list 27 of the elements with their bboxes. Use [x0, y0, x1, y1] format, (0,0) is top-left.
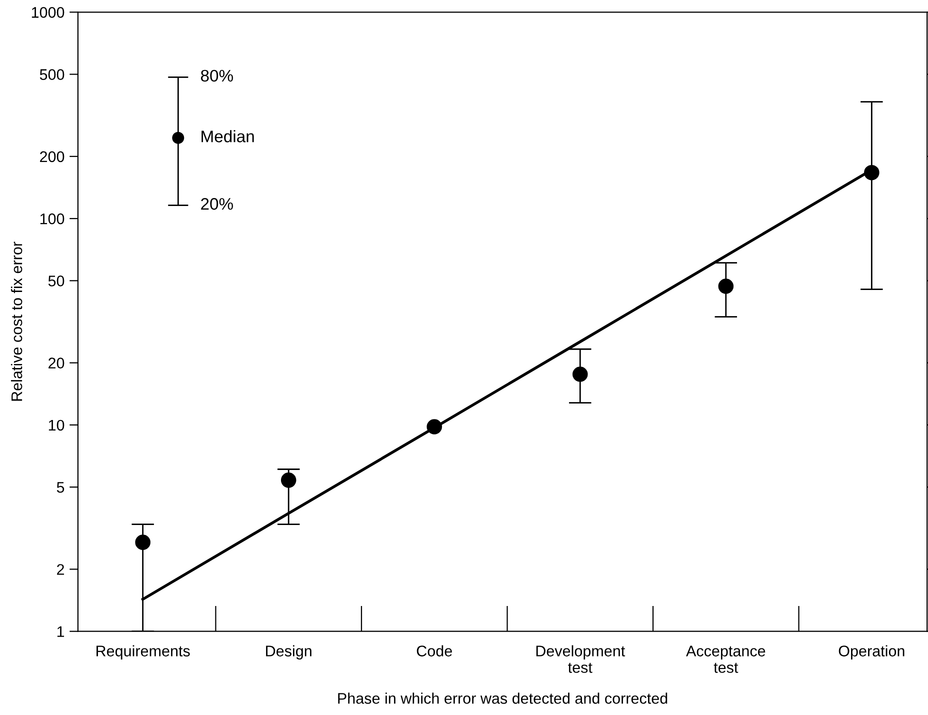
x-axis-title: Phase in which error was detected and corrected	[338, 692, 668, 704]
x-tick-label: Requirements	[96, 645, 190, 660]
x-tick-label: Development test	[536, 645, 626, 673]
y-tick-label: 1	[57, 626, 64, 637]
x-tick-label: Operation	[838, 645, 904, 660]
annotation: 80%	[200, 70, 233, 82]
x-tick-label: Code	[416, 645, 452, 656]
point	[718, 278, 734, 294]
point	[864, 164, 880, 180]
y-tick-label: 5	[56, 482, 64, 493]
y-tick-label: 100	[40, 213, 64, 224]
y-tick-label: 200	[40, 151, 64, 162]
x-tick-label: Acceptance test	[686, 646, 766, 673]
y-tick-label: 50	[48, 276, 64, 286]
y-tick-label: 2	[57, 564, 64, 575]
y-tick-label: 1000	[32, 7, 64, 18]
point	[280, 472, 296, 488]
y-axis-title: Relative cost to fix error	[10, 242, 22, 401]
point	[135, 534, 150, 550]
point	[426, 419, 442, 434]
annotation: Median	[202, 130, 254, 142]
y-tick-label: 10	[48, 420, 64, 431]
y-tick-label: 500	[40, 69, 64, 80]
y-tick-label: 20	[48, 358, 64, 369]
annotation: 20%	[201, 198, 233, 210]
point	[572, 366, 588, 382]
x-tick-label: Design	[266, 645, 312, 660]
